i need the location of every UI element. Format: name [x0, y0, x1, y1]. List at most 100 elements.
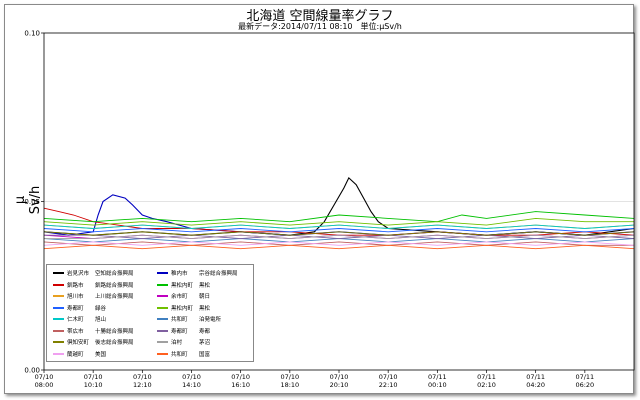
- x-tick-label: 07/10: [35, 373, 54, 381]
- legend-municipality: 稚内市: [171, 271, 188, 277]
- legend-label: 共和町 国富: [171, 350, 210, 358]
- y-tick-label: 0.00: [24, 367, 40, 375]
- legend-swatch: [53, 341, 64, 343]
- x-tick-label: 22:10: [379, 381, 398, 389]
- legend-label: 帯広市 十勝総合振興局: [67, 327, 134, 335]
- series-line: [43, 224, 635, 229]
- y-axis-label: μ Sv/h: [13, 185, 43, 215]
- series-line: [43, 231, 635, 236]
- legend-station: 後志総合振興局: [95, 340, 134, 346]
- series-line: [43, 228, 635, 233]
- legend-label: 寿都町 寿都: [171, 327, 210, 335]
- x-tick-label: 07/11: [477, 373, 496, 381]
- legend-swatch: [157, 318, 168, 320]
- legend-station: 黒松: [199, 305, 211, 312]
- legend-station: 空知総合振興局: [95, 271, 134, 277]
- legend-station: 釧路総合振興局: [95, 282, 134, 289]
- legend-municipality: 仁木町: [67, 317, 84, 323]
- legend-swatch: [157, 306, 168, 309]
- legend-station: 黒松: [199, 282, 211, 289]
- y-tick-label: 0.10: [24, 30, 40, 38]
- legend-swatch: [157, 295, 168, 297]
- x-tick-label: 07/10: [280, 373, 299, 381]
- legend-label: 釧路市 釧路総合振興局: [67, 281, 134, 289]
- x-tick-label: 04:20: [526, 381, 545, 389]
- x-tick-label: 07/11: [575, 373, 594, 381]
- legend-label: 寿都町 緑谷: [67, 304, 106, 312]
- x-tick-label: 18:10: [280, 381, 299, 389]
- series-line: [44, 234, 635, 240]
- legend-station: 十勝総合振興局: [95, 328, 134, 335]
- x-tick-label: 07/11: [428, 373, 447, 381]
- legend-swatch: [53, 352, 64, 355]
- x-tick-label: 08:00: [35, 381, 54, 389]
- chart-title: 北海道 空間線量率グラフ: [246, 9, 394, 24]
- y-tick-label: 0.05: [24, 198, 40, 206]
- plot-border: [43, 32, 635, 371]
- legend-label: 黒松内町 黒松: [171, 304, 210, 312]
- legend-municipality: 釧路市: [67, 282, 84, 289]
- legend-municipality: 寿都町: [67, 305, 84, 312]
- legend-label: 蘭越町 美国: [67, 350, 106, 358]
- x-tick-label: 07/10: [84, 373, 103, 381]
- series-line: [43, 244, 635, 250]
- legend-station: 宗谷総合振興局: [199, 271, 238, 277]
- x-tick-label: 06:20: [575, 381, 594, 389]
- series-line: [43, 217, 634, 226]
- legend: 岩見沢市 空知総合振興局 稚内市 宗谷総合振興局 釧路市 釧路総合振興局 黒松内町 黒松 旭川市…: [46, 264, 254, 362]
- legend-label: 旭川市 上川総合振興局: [67, 292, 134, 300]
- legend-swatch: [157, 272, 168, 274]
- legend-swatch: [53, 306, 64, 309]
- x-tick-label: 10:10: [84, 381, 103, 389]
- x-tick-label: 14:10: [182, 381, 201, 389]
- chart-subtitle: 最新データ:2014/07/11 08:10 単位:μSv/h: [238, 22, 402, 31]
- x-tick-label: 07/11: [526, 373, 545, 381]
- legend-label: 泊村 茅沼: [171, 338, 210, 346]
- x-tick-label: 07/10: [133, 373, 152, 381]
- legend-municipality: 岩見沢市: [67, 271, 90, 277]
- x-tick-label: 07/10: [379, 373, 398, 381]
- legend-municipality: 蘭越町: [67, 351, 84, 358]
- legend-municipality: 黒松内町: [171, 282, 194, 289]
- x-tick-label: 07/10: [330, 373, 349, 381]
- series-line: [43, 241, 634, 246]
- legend-label: 黒松内町 黒松: [171, 281, 210, 289]
- x-tick-label: 02:10: [477, 381, 496, 389]
- legend-swatch: [157, 341, 168, 343]
- legend-station: 朝日: [199, 294, 211, 300]
- legend-station: 泊発電所: [199, 317, 222, 323]
- legend-label: 共和町 泊発電所: [171, 315, 221, 323]
- legend-station: 国富: [199, 351, 211, 358]
- x-tick-label: 07/10: [182, 373, 201, 381]
- legend-label: 余市町 朝日: [171, 292, 210, 300]
- series-line: [43, 211, 635, 223]
- series-line: [44, 234, 635, 240]
- legend-swatch: [157, 329, 168, 332]
- x-tick-label: 07/10: [231, 373, 250, 381]
- legend-swatch: [157, 352, 168, 355]
- legend-municipality: 黒松内町: [171, 305, 194, 312]
- x-tick-label: 20:10: [330, 381, 349, 389]
- legend-swatch: [53, 329, 64, 332]
- legend-label: 倶知安町 後志総合振興局: [67, 338, 134, 346]
- legend-station: 寿都: [199, 328, 211, 335]
- legend-station: 上川総合振興局: [95, 294, 134, 300]
- legend-station: 緑谷: [95, 305, 107, 312]
- legend-municipality: 寿都町: [171, 328, 188, 335]
- x-tick-label: 00:10: [428, 381, 447, 389]
- series-line: [43, 241, 635, 246]
- legend-label: 稚内市 宗谷総合振興局: [171, 269, 238, 277]
- legend-label: 岩見沢市 空知総合振興局: [67, 269, 134, 277]
- legend-municipality: 倶知安町: [67, 340, 90, 346]
- series-line: [43, 207, 635, 236]
- legend-station: 美国: [95, 351, 107, 358]
- legend-station: 旭山: [95, 317, 107, 323]
- legend-label: 仁木町 旭山: [67, 315, 106, 323]
- legend-municipality: 帯広市: [67, 328, 84, 335]
- legend-municipality: 泊村: [171, 340, 183, 346]
- legend-swatch: [157, 283, 168, 286]
- legend-station: 茅沼: [199, 340, 211, 346]
- legend-swatch: [53, 318, 64, 320]
- x-tick-label: 16:10: [231, 381, 250, 389]
